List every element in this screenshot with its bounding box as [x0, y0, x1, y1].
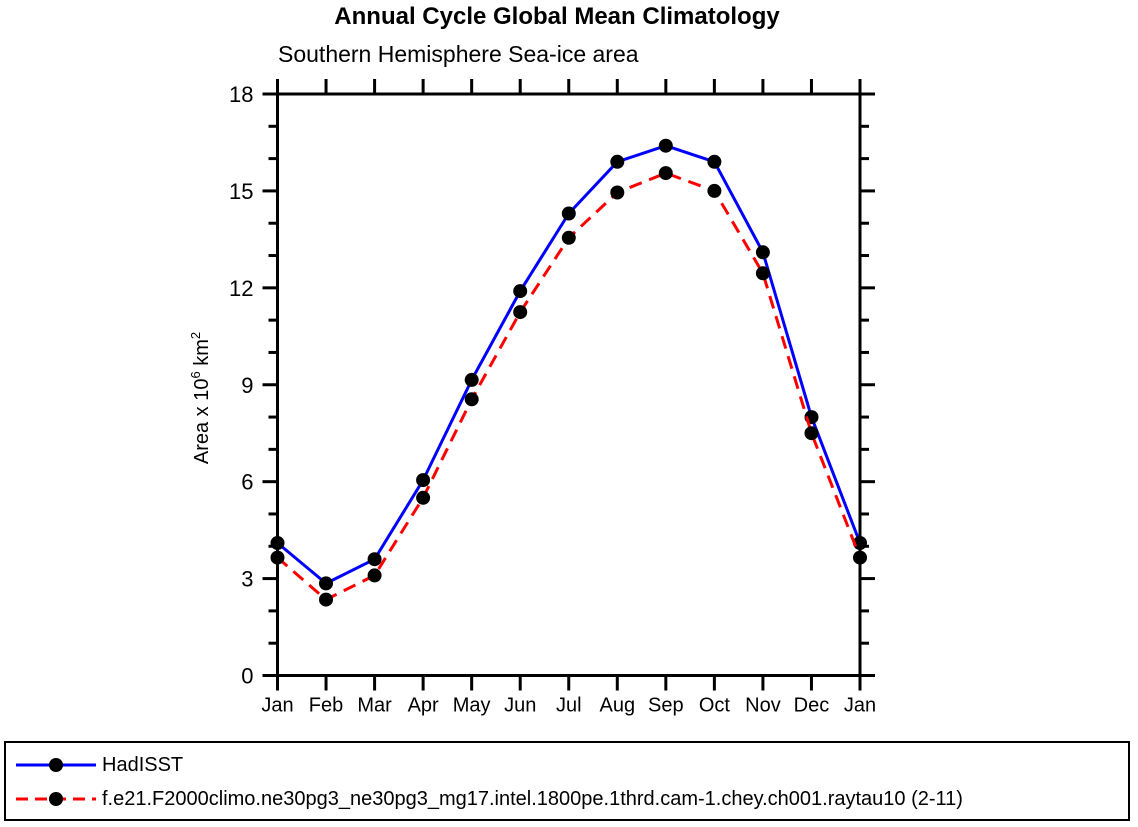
- data-point-marker: [464, 372, 479, 387]
- plot-area: 0 3 6 9 12 15 18 Jan Feb Mar Apr May Jun Jul Aug Sep Oct…: [229, 79, 876, 717]
- data-point-marker: [416, 473, 431, 488]
- x-tick-label: Mar: [357, 695, 392, 717]
- data-point-marker: [755, 266, 770, 281]
- x-tick-label: May: [453, 695, 491, 717]
- data-point-marker: [658, 138, 673, 153]
- data-point-marker: [513, 284, 528, 299]
- data-point-marker: [270, 550, 285, 565]
- data-point-marker: [804, 426, 819, 441]
- x-tick-label: Sep: [648, 695, 684, 717]
- data-point-marker: [367, 568, 382, 583]
- data-point-marker: [707, 154, 722, 169]
- legend-item-hadisst: HadISST: [12, 748, 1128, 782]
- data-point-marker: [610, 185, 625, 200]
- legend-marker-icon: [49, 758, 63, 772]
- y-tick-label: 9: [241, 373, 253, 398]
- data-point-marker: [853, 550, 867, 565]
- data-point-marker: [367, 552, 382, 567]
- y-tick-label: 0: [241, 664, 253, 689]
- legend-label-model: f.e21.F2000climo.ne30pg3_ne30pg3_mg17.in…: [102, 787, 963, 810]
- x-tick-label: Jul: [556, 695, 582, 717]
- legend-label-hadisst: HadISST: [102, 753, 184, 776]
- data-point-marker: [464, 392, 479, 407]
- data-point-marker: [270, 536, 285, 550]
- data-point-marker: [658, 166, 673, 181]
- y-tick-label: 15: [229, 179, 253, 204]
- data-point-marker: [755, 245, 770, 260]
- data-point-marker: [610, 154, 625, 169]
- x-tick-label: Apr: [408, 695, 439, 717]
- legend-item-model: f.e21.F2000climo.ne30pg3_ne30pg3_mg17.in…: [12, 782, 1128, 816]
- data-point-marker: [319, 592, 333, 607]
- x-tick-label: Dec: [794, 695, 830, 717]
- data-point-marker: [853, 536, 867, 550]
- legend-box: HadISST f.e21.F2000climo.ne30pg3_ne30pg3…: [4, 741, 1130, 821]
- chart-subtitle: Southern Hemisphere Sea-ice area: [278, 41, 639, 67]
- y-tick-label: 3: [241, 567, 253, 592]
- page-title: Annual Cycle Global Mean Climatology: [334, 3, 780, 30]
- legend-line-sample-solid: [16, 758, 96, 772]
- x-tick-label: Jun: [504, 695, 536, 717]
- x-tick-label: Jan: [844, 695, 876, 717]
- x-tick-label: Oct: [699, 695, 731, 717]
- y-tick-label: 12: [229, 276, 253, 301]
- data-point-marker: [319, 576, 333, 591]
- legend-marker-icon: [49, 792, 63, 806]
- data-point-marker: [513, 305, 528, 320]
- data-point-marker: [561, 230, 576, 245]
- x-tick-label: Nov: [745, 695, 781, 717]
- y-tick-label: 18: [229, 82, 253, 107]
- x-tick-label: Aug: [599, 695, 635, 717]
- legend-line-sample-dashed: [16, 792, 96, 806]
- data-point-marker: [561, 206, 576, 221]
- x-tick-label: Feb: [309, 695, 343, 717]
- axes-frame: [276, 92, 862, 677]
- data-point-marker: [416, 490, 431, 505]
- y-tick-label: 6: [241, 470, 253, 495]
- x-tick-label: Jan: [261, 695, 293, 717]
- data-point-marker: [707, 183, 722, 198]
